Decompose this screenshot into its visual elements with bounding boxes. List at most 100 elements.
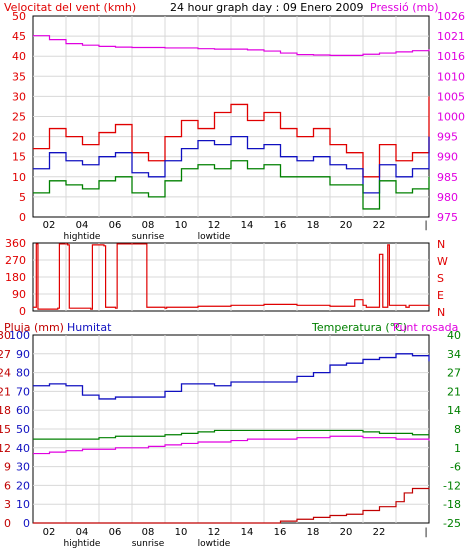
pressure-y-tick: 1000: [437, 111, 465, 124]
rain-axis-label: Pluja (mm): [4, 321, 64, 334]
p3-x-tick: 12: [208, 527, 221, 538]
p3-x-tick: 20: [340, 527, 353, 538]
wind-pressure-panel: 0 5 10 15 20 25 30 35 40 45 50 975 980 985 990 995 1000 1…: [12, 10, 465, 242]
humidity-y-tick: 30: [16, 461, 30, 474]
pressure-y-tick: 1026: [437, 10, 465, 23]
temperature-y-tick: 1: [454, 442, 461, 455]
p1-x-tick: 16: [274, 220, 287, 231]
direction-y-tick: 360: [5, 237, 26, 250]
humidity-temperature-rain-panel: 0369121518212427300102030405060708090100…: [0, 329, 461, 549]
wind-y-tick: 15: [12, 151, 26, 164]
rain-y-tick: 30: [0, 329, 11, 342]
temperature-y-tick: 8: [454, 423, 461, 436]
pressure-y-tick: 1016: [437, 50, 465, 63]
p1-x-tick: 22: [373, 220, 386, 231]
p3-x-tick: 08: [142, 527, 155, 538]
temperature-y-tick: 27: [447, 367, 461, 380]
rain-y-tick: 6: [4, 479, 11, 492]
series-direction: [33, 243, 430, 310]
temperature-y-tick: 40: [447, 329, 461, 342]
temperature-axis-label: Temperatura (°C): [311, 321, 407, 334]
temperature-y-tick: -25: [443, 517, 461, 530]
direction-y-tick: 270: [5, 254, 26, 267]
p1-marker-label: sunrise: [132, 232, 165, 242]
p1-marker-label: hightide: [64, 232, 101, 242]
pressure-y-tick: 1021: [437, 30, 465, 43]
p1-x-tick: 18: [307, 220, 320, 231]
rain-y-tick: 24: [0, 367, 11, 380]
p1-x-tick: 04: [76, 220, 89, 231]
direction-compass-label: S: [437, 272, 444, 285]
p1-x-tick: |: [424, 220, 427, 231]
p1-x-tick: 10: [175, 220, 188, 231]
direction-compass-label: N: [437, 238, 445, 251]
p3-marker-label: sunrise: [132, 539, 165, 549]
pressure-y-tick: 980: [437, 191, 458, 204]
p3-x-tick: 10: [175, 527, 188, 538]
humidity-y-tick: 70: [16, 385, 30, 398]
humidity-y-tick: 50: [16, 423, 30, 436]
dewpoint-axis-label: Punt rosada: [393, 321, 458, 334]
rain-y-tick: 3: [4, 498, 11, 511]
p3-x-tick: 18: [307, 527, 320, 538]
pressure-y-tick: 1005: [437, 90, 465, 103]
chart-title: 24 hour graph day : 09 Enero 2009: [170, 1, 364, 14]
rain-y-tick: 27: [0, 348, 11, 361]
humidity-y-tick: 90: [16, 348, 30, 361]
p3-x-tick: 22: [373, 527, 386, 538]
temperature-y-tick: -6: [450, 461, 461, 474]
p3-x-tick: |: [424, 527, 427, 538]
p3-x-tick: 14: [241, 527, 254, 538]
humidity-y-tick: 60: [16, 404, 30, 417]
p1-x-tick: 02: [43, 220, 56, 231]
direction-y-tick: 90: [12, 288, 26, 301]
temperature-y-tick: 34: [447, 348, 461, 361]
temperature-y-tick: -12: [443, 479, 461, 492]
temperature-y-tick: 21: [447, 385, 461, 398]
wind-y-tick: 30: [12, 90, 26, 103]
humidity-y-tick: 20: [16, 479, 30, 492]
humidity-y-tick: 80: [16, 367, 30, 380]
rain-y-tick: 0: [4, 517, 11, 530]
humidity-y-tick: 40: [16, 442, 30, 455]
p3-x-tick: 06: [109, 527, 122, 538]
wind-y-tick: 40: [12, 50, 26, 63]
p1-x-tick: 12: [208, 220, 221, 231]
wind-y-tick: 25: [12, 111, 26, 124]
humidity-axis-label: Humitat: [67, 321, 112, 334]
p3-marker-label: lowtide: [198, 539, 231, 549]
series-pressure: [33, 35, 430, 57]
wind-y-tick: 10: [12, 171, 26, 184]
temperature-y-tick: 14: [447, 404, 461, 417]
p1-marker-label: lowtide: [198, 232, 231, 242]
rain-y-tick: 15: [0, 423, 11, 436]
direction-y-tick: 180: [5, 271, 26, 284]
pressure-y-tick: 995: [437, 131, 458, 144]
wind-y-tick: 50: [12, 10, 26, 23]
humidity-y-tick: 0: [23, 517, 30, 530]
wind-y-tick: 35: [12, 70, 26, 83]
wind-y-tick: 0: [19, 211, 26, 224]
p3-marker-label: hightide: [64, 539, 101, 549]
wind-y-tick: 5: [19, 191, 26, 204]
humidity-y-tick: 100: [9, 329, 30, 342]
direction-compass-label: W: [437, 255, 448, 268]
rain-y-tick: 21: [0, 385, 11, 398]
p1-x-tick: 06: [109, 220, 122, 231]
pressure-y-tick: 1010: [437, 70, 465, 83]
series-humidity: [33, 353, 430, 400]
pressure-y-tick: 985: [437, 171, 458, 184]
p3-x-tick: 02: [43, 527, 56, 538]
pressure-y-tick: 975: [437, 211, 458, 224]
p3-x-tick: 16: [274, 527, 287, 538]
series-dewpoint: [33, 435, 430, 455]
pressure-axis-label: Pressió (mb): [370, 1, 439, 14]
wind-y-tick: 20: [12, 131, 26, 144]
wind-y-tick: 45: [12, 30, 26, 43]
p1-x-tick: 20: [340, 220, 353, 231]
rain-y-tick: 12: [0, 442, 11, 455]
wind-speed-axis-label: Velocitat del vent (kmh): [4, 1, 136, 14]
direction-compass-label: E: [437, 289, 444, 302]
